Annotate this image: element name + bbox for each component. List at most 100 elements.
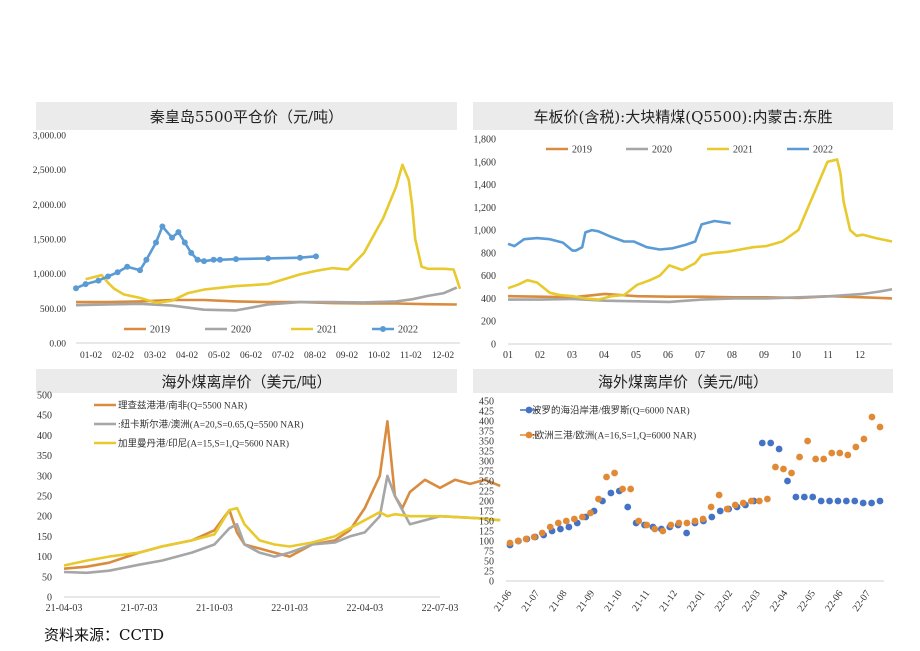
chart4-series2-point — [643, 521, 651, 529]
chart2-series-2021-line — [507, 158, 893, 301]
chart4-series1-point — [826, 497, 833, 505]
chart4-series1-point — [859, 499, 867, 507]
chart4-xtick-label: 21-06 — [492, 588, 514, 613]
chart4-series2-point — [522, 535, 530, 543]
chart2-xtick-label: 05 — [631, 350, 641, 361]
chart4-ytick-label: 125 — [479, 527, 494, 538]
chart4-series2-point — [530, 533, 538, 541]
chart1-xtick-label: 01-02 — [80, 351, 102, 361]
chart2-xtick-label: 02 — [535, 350, 545, 361]
chart2-ytick-label: 1,200 — [474, 203, 497, 214]
chart2-ytick-label: 600 — [481, 271, 496, 282]
chart4-series1-point — [607, 489, 615, 497]
chart4-series2-point — [595, 495, 602, 503]
chart4-series2-point — [788, 469, 795, 477]
chart4-series2-point — [731, 501, 739, 509]
chart4-ytick-label: 450 — [479, 397, 494, 408]
chart4-ytick-label: 150 — [479, 517, 494, 528]
chart3-series-A15S1Q5600NAR-line — [63, 506, 501, 567]
chart1-ytick-label: 1,000.00 — [33, 270, 67, 280]
chart4-ytick-label: 275 — [479, 467, 494, 478]
chart1-series-2022-marker — [137, 267, 143, 274]
chart3-xtick-label: 22-04-03 — [346, 603, 383, 614]
chart4-series2-point — [836, 449, 844, 457]
chart4-series2-point — [804, 437, 812, 445]
chart4-series1-point — [842, 497, 850, 505]
chart4-series1-point — [784, 477, 791, 485]
chart4-ytick-label: 25 — [484, 567, 494, 578]
chart4-series1-point — [817, 497, 825, 505]
chart2-xtick-label: 12 — [855, 350, 865, 361]
chart1-series-2019-line — [76, 298, 457, 306]
chart4-legend-label: :欧洲三港/欧洲(A=16,S=1,Q=6000 NAR) — [532, 430, 696, 442]
chart2-xtick-label: 09 — [759, 350, 769, 361]
chart2-ytick-label: 1,800 — [474, 135, 497, 146]
chart1-legend-label: 2021 — [317, 325, 337, 336]
chart4-series2-point — [691, 517, 699, 525]
chart4-xtick-label: 22-01 — [685, 588, 707, 613]
chart1-xtick-label: 02-02 — [112, 351, 134, 361]
chart4-series2-point — [747, 497, 755, 505]
chart3-xtick-label: 21-07-03 — [121, 603, 158, 614]
chart4-ytick-label: 75 — [484, 547, 494, 558]
chart3-series-A20S065Q5500NAR-line — [63, 474, 501, 575]
chart4-series2-point — [578, 513, 586, 521]
chart3-ytick-label: 50 — [42, 572, 52, 583]
chart1-series-2022-marker — [153, 239, 159, 246]
chart4-ytick-label: 400 — [479, 417, 494, 428]
chart4-series2-point — [844, 451, 852, 459]
chart4-series2-point — [828, 449, 836, 457]
chart2-ytick-label: 200 — [481, 317, 496, 328]
chart3-ytick-label: 100 — [37, 552, 52, 563]
chart4-series2-point — [820, 455, 828, 463]
chart4-ytick-label: 375 — [479, 427, 494, 438]
chart2-xtick-label: 11 — [823, 350, 833, 361]
chart4-series2-point — [763, 495, 771, 503]
chart1-legend-label: 2019 — [150, 325, 170, 336]
chart4-xtick-label: 21-11 — [630, 588, 652, 613]
chart1-ytick-label: 2,500.00 — [33, 166, 67, 176]
chart4-series2-point — [619, 485, 627, 493]
chart1-xtick-label: 08-02 — [304, 351, 326, 361]
chart4-ytick-label: 50 — [484, 557, 494, 568]
chart1-ytick-label: 3,000.00 — [33, 132, 67, 142]
chart1-series-2022-marker — [159, 223, 166, 230]
chart1-series-2022-marker — [143, 256, 150, 263]
chart2-xtick-label: 07 — [695, 350, 705, 361]
chart2-legend-label: 2020 — [652, 145, 672, 156]
chart4-xtick-label: 22-05 — [796, 588, 818, 613]
chart4-series1-point — [708, 513, 716, 521]
chart1-xtick-label: 09-02 — [336, 351, 358, 361]
chart1-series-2022-marker — [194, 256, 201, 263]
chart1-series-2022-marker — [114, 269, 121, 276]
chart3-ytick-label: 400 — [37, 431, 52, 442]
chart4-xtick-label: 22-04 — [768, 588, 790, 613]
chart4-series2-point — [723, 505, 731, 513]
chart4-series1-point — [868, 499, 875, 507]
chart4-xtick-label: 22-02 — [713, 588, 735, 613]
chart1-legend-label: 2022 — [398, 325, 418, 336]
chart2-legend-label: 2021 — [733, 145, 753, 156]
chart4-series1-point — [624, 503, 632, 511]
chart4-series2-point — [611, 469, 618, 477]
chart4-ytick-label: 200 — [479, 497, 494, 508]
chart1-series-2022-marker — [105, 273, 111, 280]
chart4-series2-point — [562, 517, 570, 525]
chart4-series2-point — [780, 465, 787, 473]
chart2-ytick-label: 1,000 — [474, 226, 497, 237]
chart4-series2-point — [796, 453, 803, 461]
chart4-xtick-label: 22-07 — [851, 588, 873, 613]
chart2-xtick-label: 03 — [567, 350, 577, 361]
chart4-series2-point — [675, 519, 683, 527]
chart4-ytick-label: 250 — [479, 477, 494, 488]
chart4-series2-point — [546, 523, 554, 531]
chart2-xtick-label: 04 — [599, 350, 609, 361]
chart4-series2-point — [715, 491, 723, 499]
chart2-ytick-label: 1,400 — [474, 180, 497, 191]
chart4-xtick-label: 21-08 — [547, 588, 569, 613]
chart4-xtick-label: 22-03 — [740, 588, 762, 613]
chart1-title: 秦皇岛5500平仓价（元/吨） — [36, 102, 457, 130]
chart4-series2-point — [538, 529, 546, 537]
chart3-xtick-label: 22-01-03 — [271, 603, 308, 614]
chart1-series-2022-marker — [233, 256, 239, 263]
